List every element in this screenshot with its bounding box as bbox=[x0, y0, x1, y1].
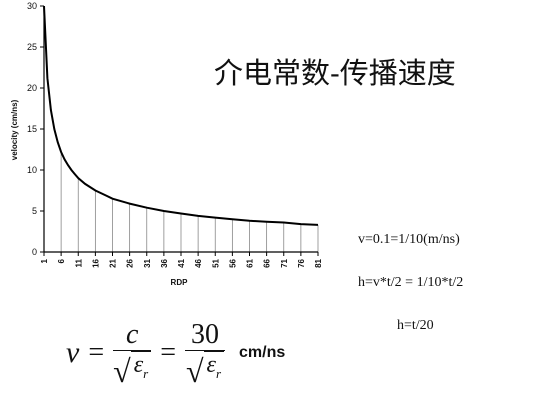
x-tick-label: 41 bbox=[177, 258, 186, 267]
epsilon-symbol: ε bbox=[206, 351, 216, 378]
y-tick-label: 5 bbox=[32, 206, 37, 216]
formula-numerator-1: c bbox=[125, 318, 139, 350]
velocity-formula: v = c √ εr = 30 √ εr cm/ns bbox=[66, 318, 285, 388]
fraction-bar-2 bbox=[185, 349, 226, 351]
sqrt-icon: √ bbox=[113, 352, 131, 389]
formula-numerator-2: 30 bbox=[191, 318, 220, 350]
note-depth-simplified: h=t/20 bbox=[397, 318, 434, 333]
formula-fraction-2: 30 √ εr bbox=[185, 318, 226, 389]
formula-equals-2: = bbox=[160, 337, 177, 368]
y-tick-label: 10 bbox=[27, 165, 37, 175]
page-title: 介电常数-传播速度 bbox=[214, 56, 456, 90]
formula-denominator-1: √ εr bbox=[113, 350, 152, 389]
drop-lines bbox=[43, 6, 319, 252]
formula-radicand-2: εr bbox=[203, 350, 225, 387]
x-tick-label: 11 bbox=[74, 258, 83, 267]
y-tick-label: 15 bbox=[27, 124, 37, 134]
x-tick-label: 56 bbox=[228, 258, 237, 267]
y-tick-label: 25 bbox=[27, 42, 37, 52]
x-tick-label: 26 bbox=[126, 258, 135, 267]
note-velocity: v=0.1=1/10(m/ns) bbox=[358, 232, 460, 247]
x-tick-label: 66 bbox=[263, 258, 272, 267]
x-tick-label: 76 bbox=[297, 258, 306, 267]
epsilon-subscript: r bbox=[143, 365, 149, 381]
epsilon-symbol: ε bbox=[133, 351, 144, 378]
y-tick-label: 20 bbox=[27, 83, 37, 93]
sqrt-icon: √ bbox=[185, 352, 204, 389]
x-tick-label: 46 bbox=[194, 258, 203, 267]
formula-fraction-1: c √ εr bbox=[113, 318, 152, 389]
x-tick-label: 6 bbox=[57, 258, 66, 263]
velocity-curve bbox=[43, 5, 319, 226]
y-axis-label: velocity (cm/ns) bbox=[10, 99, 19, 160]
x-tick-label: 51 bbox=[211, 258, 220, 267]
epsilon-subscript: r bbox=[216, 365, 222, 381]
x-tick-label: 31 bbox=[143, 258, 152, 267]
x-tick-label: 36 bbox=[160, 258, 169, 267]
x-tick-label: 1 bbox=[40, 258, 49, 263]
y-tick-label: 30 bbox=[27, 1, 37, 11]
x-tick-label: 61 bbox=[246, 258, 255, 267]
x-tick-label: 21 bbox=[109, 258, 118, 267]
note-depth-formula: h=v*t/2 = 1/10*t/2 bbox=[358, 275, 464, 290]
x-tick-label: 71 bbox=[280, 258, 289, 267]
x-axis-label: RDP bbox=[171, 278, 189, 287]
formula-equals-1: = bbox=[88, 337, 105, 368]
x-tick-label: 81 bbox=[314, 258, 323, 267]
x-tick-label: 16 bbox=[91, 258, 100, 267]
formula-radicand-1: εr bbox=[130, 350, 152, 387]
formula-denominator-2: √ εr bbox=[185, 350, 225, 389]
velocity-curve-layer bbox=[43, 5, 319, 226]
fraction-bar-1 bbox=[113, 349, 152, 351]
formula-lhs: v bbox=[66, 336, 80, 369]
y-tick-label: 0 bbox=[32, 247, 37, 257]
formula-unit: cm/ns bbox=[239, 344, 286, 361]
